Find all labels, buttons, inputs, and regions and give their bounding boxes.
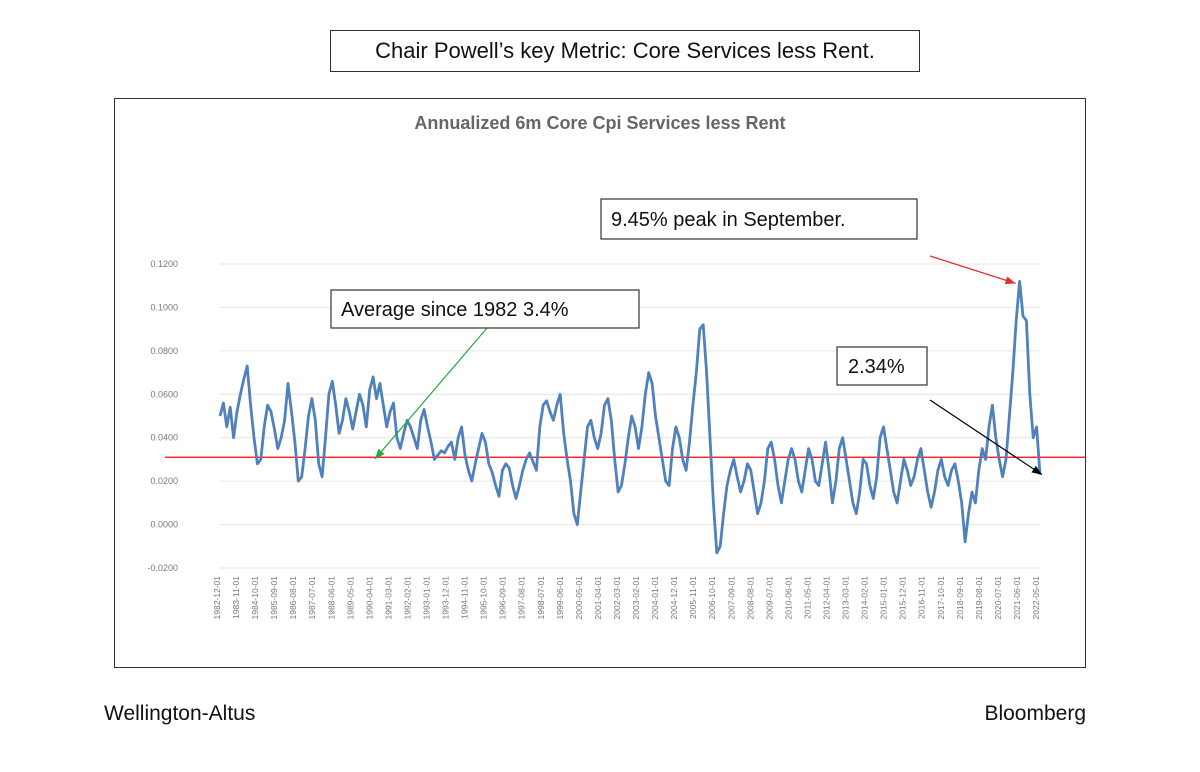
annotation-arrows	[374, 255, 1043, 476]
chart-title: Annualized 6m Core Cpi Services less Ren…	[414, 113, 785, 133]
x-tick-label: 1986-08-01	[288, 576, 298, 620]
x-tick-label: 1989-05-01	[345, 576, 355, 620]
x-tick-label: 2001-04-01	[593, 576, 603, 620]
peak-annotation: 9.45% peak in September.	[600, 198, 918, 240]
x-tick-label: 1988-06-01	[326, 576, 336, 620]
source-left: Wellington-Altus	[104, 702, 256, 725]
x-tick-label: 2008-08-01	[745, 576, 755, 620]
y-tick-label: 0.1200	[150, 259, 178, 269]
chart-frame: Annualized 6m Core Cpi Services less Ren…	[114, 98, 1086, 668]
x-tick-label: 2019-08-01	[974, 576, 984, 620]
y-tick-label: 0.0600	[150, 389, 178, 399]
x-tick-label: 2015-12-01	[898, 576, 908, 620]
source-right: Bloomberg	[984, 702, 1086, 725]
x-tick-label: 2010-06-01	[783, 576, 793, 620]
y-tick-label: 0.1000	[150, 302, 178, 312]
y-tick-label: 0.0800	[150, 346, 178, 356]
average-arrow	[374, 327, 488, 460]
headline-box: Chair Powell’s key Metric: Core Services…	[330, 30, 920, 72]
y-tick-label: 0.0000	[150, 520, 178, 530]
x-tick-label: 2018-09-01	[955, 576, 965, 620]
x-tick-label: 1983-11-01	[231, 576, 241, 619]
x-tick-label: 2012-04-01	[821, 576, 831, 620]
x-tick-label: 2016-11-01	[917, 576, 927, 619]
average-annotation: Average since 1982 3.4%	[330, 289, 640, 329]
line-chart: Annualized 6m Core Cpi Services less Ren…	[147, 113, 1085, 620]
x-axis: 1982-12-01 1983-11-01 1984-10-01 1985-09-01…	[212, 576, 1041, 620]
y-axis: 0.1200 0.1000 0.0800 0.0600 0.0400 0.0200 0.00…	[147, 259, 178, 573]
last-annotation-text: 2.34%	[848, 356, 905, 378]
x-tick-label: 1982-12-01	[212, 576, 222, 620]
average-annotation-text: Average since 1982 3.4%	[341, 299, 569, 321]
x-tick-label: 2004-12-01	[669, 576, 679, 620]
x-tick-label: 1994-11-01	[460, 576, 470, 619]
x-tick-label: 2000-05-01	[574, 576, 584, 620]
x-tick-label: 1993-01-01	[422, 576, 432, 620]
y-tick-label: 0.0400	[150, 433, 178, 443]
x-tick-label: 2006-10-01	[707, 576, 717, 620]
series-line	[218, 280, 1042, 555]
x-tick-label: 1985-09-01	[269, 576, 279, 620]
x-tick-label: 1987-07-01	[307, 576, 317, 620]
x-tick-label: 1996-09-01	[498, 576, 508, 620]
x-tick-label: 1991-03-01	[383, 576, 393, 620]
x-tick-label: 2020-07-01	[993, 576, 1003, 620]
x-tick-label: 2005-11-01	[688, 576, 698, 619]
x-tick-label: 2007-09-01	[726, 576, 736, 620]
x-tick-label: 1992-02-01	[402, 576, 412, 620]
x-tick-label: 2021-06-01	[1012, 576, 1022, 620]
x-tick-label: 2004-01-01	[650, 576, 660, 620]
peak-arrow	[929, 255, 1016, 285]
x-tick-label: 2017-10-01	[936, 576, 946, 620]
x-tick-label: 2014-02-01	[860, 576, 870, 620]
x-tick-label: 1997-08-01	[517, 576, 527, 620]
headline-text: Chair Powell’s key Metric: Core Services…	[375, 38, 875, 63]
x-tick-label: 2003-02-01	[631, 576, 641, 620]
last-annotation: 2.34%	[836, 346, 928, 386]
series-area	[218, 280, 1042, 555]
x-tick-label: 1993-12-01	[441, 576, 451, 620]
x-tick-label: 2013-03-01	[841, 576, 851, 620]
y-tick-label: -0.0200	[147, 563, 178, 573]
y-tick-label: 0.0200	[150, 476, 178, 486]
x-tick-label: 1984-10-01	[250, 576, 260, 620]
x-tick-label: 2002-03-01	[612, 576, 622, 620]
x-tick-label: 1990-04-01	[364, 576, 374, 620]
peak-annotation-text: 9.45% peak in September.	[611, 209, 846, 231]
x-tick-label: 2022-05-01	[1031, 576, 1041, 620]
x-tick-label: 2015-01-01	[879, 576, 889, 620]
x-tick-label: 2011-05-01	[802, 576, 812, 619]
x-tick-label: 1995-10-01	[479, 576, 489, 620]
x-tick-label: 1998-07-01	[536, 576, 546, 620]
x-tick-label: 1999-06-01	[555, 576, 565, 620]
x-tick-label: 2009-07-01	[764, 576, 774, 620]
last-value-arrow	[929, 399, 1043, 476]
